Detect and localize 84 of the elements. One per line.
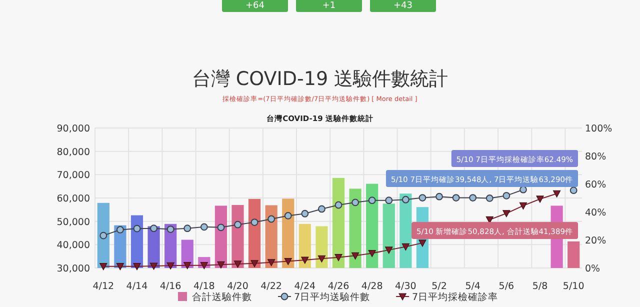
point <box>100 263 108 270</box>
point <box>217 224 225 232</box>
x-tick-label: 4/22 <box>260 281 282 292</box>
point <box>352 198 359 206</box>
point <box>166 262 174 270</box>
point <box>385 246 393 254</box>
point <box>250 260 258 268</box>
y-tick-label: 60,000 <box>56 194 90 204</box>
point <box>184 262 192 270</box>
point <box>100 232 108 240</box>
point <box>402 196 410 204</box>
y-tick-label: 40,000 <box>56 240 90 252</box>
point <box>234 220 242 228</box>
point <box>301 256 309 264</box>
point <box>334 201 342 209</box>
point <box>502 210 510 218</box>
x-tick-label: 4/16 <box>160 281 182 292</box>
point <box>116 263 124 270</box>
y2-tick-label: 40% <box>585 208 606 218</box>
point <box>116 226 124 234</box>
x-tick-label: 5/6 <box>498 281 514 292</box>
point <box>133 263 141 270</box>
point <box>268 259 276 266</box>
point <box>553 190 561 198</box>
chart-title: 台灣 COVID-19 送驗件數統計 <box>192 68 448 90</box>
point <box>486 194 494 202</box>
point <box>268 215 276 223</box>
legend-label: 合計送驗件數 <box>192 291 252 303</box>
point <box>385 196 393 204</box>
point <box>200 223 208 231</box>
x-tick-label: 4/26 <box>328 281 350 292</box>
point <box>250 218 258 226</box>
y2-tick-label: 0% <box>585 264 600 274</box>
point <box>133 224 141 232</box>
y-tick-label: 50,000 <box>56 216 90 228</box>
x-tick-label: 4/30 <box>395 281 416 292</box>
point <box>368 250 376 258</box>
button: +1 <box>296 0 362 12</box>
x-tick-label: 5/2 <box>432 281 447 292</box>
x-tick-label: 4/20 <box>227 281 248 292</box>
point <box>469 194 477 202</box>
y2-tick-label: 100% <box>585 124 612 134</box>
x-tick-label: 4/24 <box>294 281 316 292</box>
x-tick-label: 4/28 <box>361 281 383 292</box>
x-tick-label: 5/8 <box>532 281 548 292</box>
y2-tick-label: 60% <box>585 180 606 190</box>
point <box>436 192 443 200</box>
x-tick-label: 5/4 <box>465 281 480 292</box>
point <box>570 186 578 194</box>
point <box>368 196 376 204</box>
point <box>234 260 242 268</box>
point <box>318 205 326 213</box>
point <box>519 202 528 210</box>
y2-tick-label: 80% <box>585 152 606 162</box>
y2-tick-label: 20% <box>585 236 606 246</box>
y-tick-label: 80,000 <box>56 146 90 158</box>
button: +64 <box>222 0 288 12</box>
point <box>150 262 158 270</box>
point <box>284 258 292 266</box>
point <box>284 212 292 220</box>
button: +43 <box>370 0 436 12</box>
legend-label: 7日平均送驗件數 <box>294 291 370 303</box>
y-tick-label: 30,000 <box>56 264 90 274</box>
x-tick-label: 5/10 <box>562 281 584 292</box>
point <box>536 196 544 203</box>
y-tick-label: 90,000 <box>56 124 90 134</box>
x-tick-label: 4/14 <box>126 281 148 292</box>
point <box>301 210 309 218</box>
point <box>418 194 426 202</box>
x-tick-label: 4/12 <box>92 281 114 292</box>
point <box>184 224 192 232</box>
point <box>452 194 460 202</box>
point <box>166 226 174 233</box>
point <box>402 243 410 251</box>
point <box>150 224 158 232</box>
point <box>217 261 225 268</box>
y-tick-label: 70,000 <box>56 170 90 182</box>
point <box>351 252 360 260</box>
point <box>502 192 510 200</box>
legend-label: 7日平均採檢確診率 <box>412 291 498 303</box>
x-tick-label: 4/18 <box>193 281 215 292</box>
point <box>318 255 326 262</box>
point <box>418 240 426 247</box>
point <box>334 254 342 262</box>
